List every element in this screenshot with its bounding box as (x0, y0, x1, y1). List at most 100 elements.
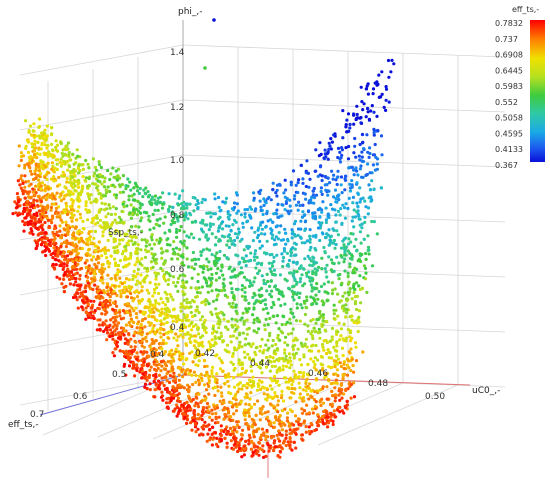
data-point (272, 421, 276, 425)
data-point (92, 174, 96, 178)
data-point (297, 381, 301, 385)
data-point (109, 328, 113, 332)
data-point (310, 286, 314, 290)
data-point (169, 399, 173, 403)
data-point (109, 234, 113, 238)
data-point (130, 239, 134, 243)
data-point (91, 314, 95, 318)
data-point (70, 276, 74, 280)
data-point (21, 212, 25, 216)
data-point (301, 438, 305, 442)
data-point (251, 295, 255, 299)
data-point (249, 364, 253, 369)
data-point (319, 186, 323, 190)
data-point (103, 176, 107, 180)
data-point (217, 326, 221, 330)
data-point (326, 157, 330, 161)
data-point (221, 200, 225, 204)
data-point (170, 257, 174, 261)
data-point (94, 168, 99, 172)
data-point (305, 159, 309, 163)
data-point (207, 211, 211, 215)
data-point (151, 352, 155, 356)
data-point (29, 227, 33, 231)
data-point (277, 359, 281, 363)
data-point (273, 273, 277, 277)
data-point (139, 324, 143, 328)
data-point (264, 343, 268, 347)
data-point (202, 383, 207, 387)
data-point (46, 143, 50, 148)
data-point (364, 271, 368, 275)
data-point (316, 208, 320, 212)
data-point (243, 208, 247, 212)
data-point (155, 286, 159, 290)
data-point (79, 266, 84, 271)
data-point (133, 263, 137, 267)
data-point (77, 237, 81, 241)
data-point (46, 218, 51, 223)
data-point (287, 211, 291, 215)
data-point (289, 378, 293, 382)
data-point (122, 205, 126, 209)
data-point (50, 126, 54, 130)
data-point (276, 403, 280, 407)
data-point (31, 187, 35, 191)
data-point (344, 303, 348, 307)
data-point (310, 407, 314, 411)
data-point (91, 255, 96, 259)
data-point (311, 193, 315, 197)
data-point (144, 356, 149, 360)
data-point (288, 444, 292, 448)
data-point (133, 345, 137, 349)
data-point (22, 203, 26, 207)
data-point (26, 212, 30, 216)
data-point (94, 249, 98, 253)
data-point (247, 414, 251, 418)
data-point (214, 271, 218, 275)
data-point (36, 204, 40, 208)
data-point (148, 331, 152, 335)
data-point (266, 415, 270, 419)
data-point (299, 163, 303, 167)
data-point (58, 263, 62, 268)
data-point (203, 223, 207, 227)
data-point (49, 195, 53, 199)
data-point (344, 146, 348, 150)
data-point (308, 228, 312, 232)
data-point (229, 334, 233, 338)
data-point (34, 168, 38, 172)
data-point (321, 401, 325, 405)
data-point (56, 234, 61, 238)
data-point (113, 329, 117, 333)
data-point (265, 441, 269, 445)
data-point (330, 281, 334, 285)
data-point (83, 286, 87, 290)
data-point (72, 167, 76, 172)
data-point (304, 389, 308, 393)
data-point (45, 236, 49, 241)
data-point (310, 289, 314, 293)
data-point (123, 362, 127, 366)
data-point (118, 190, 122, 195)
data-point (274, 191, 278, 195)
data-point (273, 415, 278, 420)
data-point (182, 207, 186, 211)
data-point (292, 260, 296, 264)
data-point (269, 270, 273, 274)
data-point (97, 323, 101, 327)
data-point (171, 247, 175, 251)
data-point (27, 203, 31, 207)
data-point (168, 205, 172, 209)
data-point (362, 237, 366, 241)
data-point (227, 302, 231, 306)
data-point (58, 224, 62, 228)
data-point (326, 150, 330, 154)
data-point (358, 167, 362, 171)
data-point (116, 167, 121, 171)
data-point (244, 408, 248, 413)
data-point (14, 211, 18, 215)
data-point (213, 337, 217, 341)
data-point (284, 364, 289, 369)
data-point (270, 252, 274, 257)
